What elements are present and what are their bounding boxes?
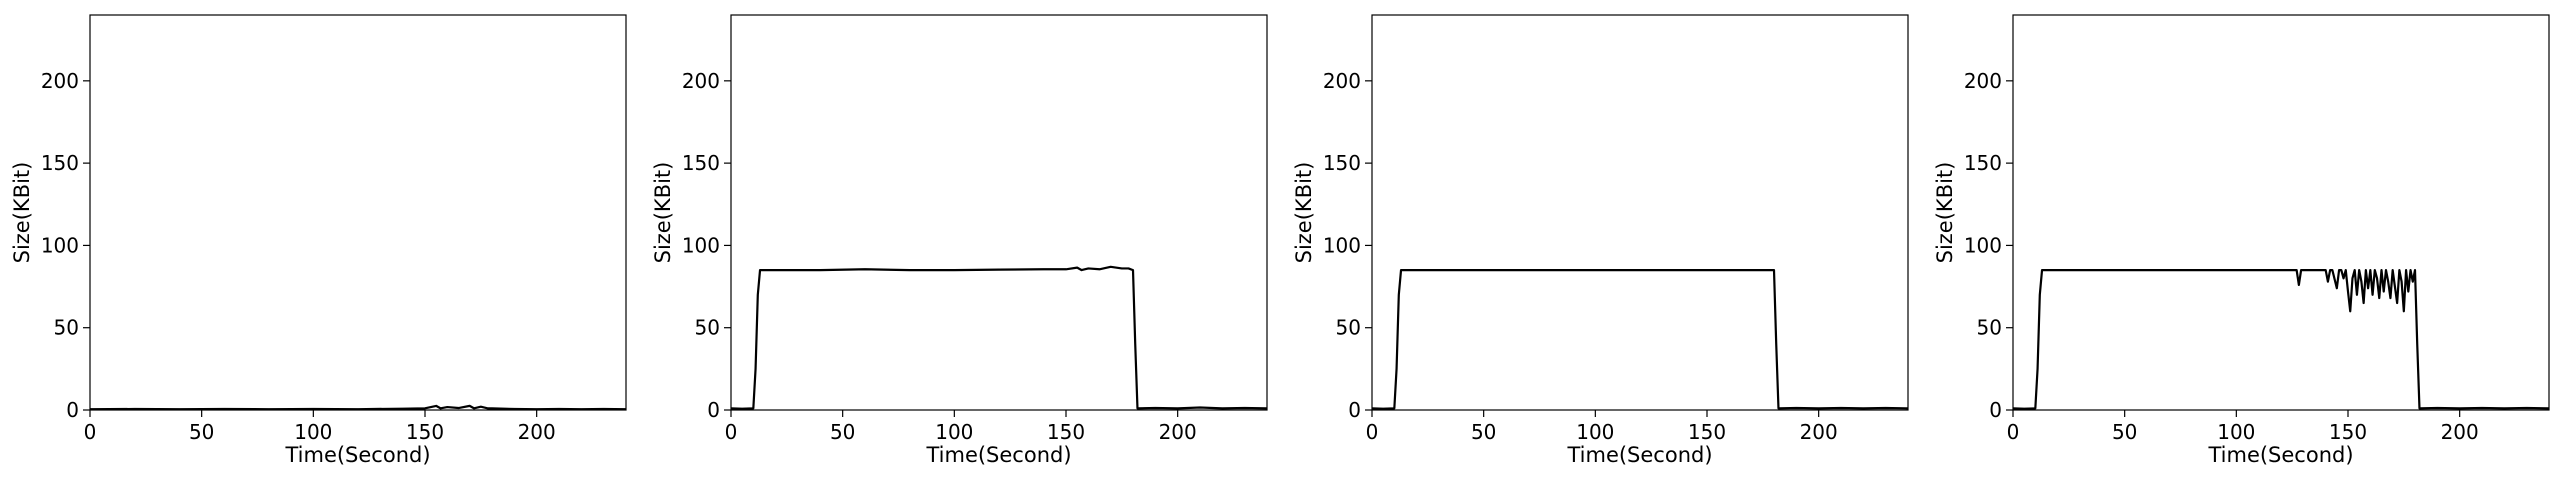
y-tick-label: 100: [682, 233, 720, 257]
x-tick-label: 50: [830, 420, 855, 444]
chart-panel-1: 0 50 100 150 200 0 50 100 150 200 Time(Second) Size…: [10, 14, 627, 467]
x-tick-label: 50: [2112, 420, 2137, 444]
y-tick-label: 0: [1989, 398, 2002, 422]
y-tick-label: 200: [1964, 69, 2002, 93]
x-tick-label: 0: [84, 420, 97, 444]
plot-frame: [730, 14, 1268, 411]
y-tick-label: 100: [41, 233, 79, 257]
y-tick-label: 50: [1977, 316, 2002, 340]
y-axis-label: Size(KBit): [10, 162, 34, 264]
y-axis-label: Size(KBit): [1292, 162, 1316, 264]
x-tick-label: 200: [1159, 420, 1197, 444]
y-axis-label: Size(KBit): [651, 162, 675, 264]
x-tick-label: 150: [1047, 420, 1085, 444]
chart-panel-2: 0 50 100 150 200 0 50 100 150 200 Time(Second) Size…: [651, 14, 1268, 467]
x-tick-label: 200: [1800, 420, 1838, 444]
x-tick-label: 100: [1576, 420, 1614, 444]
x-tick-label: 100: [294, 420, 332, 444]
x-tick-label: 0: [1366, 420, 1379, 444]
y-tick-label: 100: [1323, 233, 1361, 257]
y-tick-label: 50: [695, 316, 720, 340]
y-tick-label: 150: [1323, 151, 1361, 175]
x-tick-label: 50: [1471, 420, 1496, 444]
plot-frame: [2012, 14, 2550, 411]
x-axis-label: Time(Second): [284, 443, 430, 467]
y-tick-label: 200: [1323, 69, 1361, 93]
y-tick-label: 50: [1336, 316, 1361, 340]
plot-frame: [1371, 14, 1909, 411]
y-tick-label: 100: [1964, 233, 2002, 257]
x-axis-label: Time(Second): [1566, 443, 1712, 467]
y-tick-label: 150: [682, 151, 720, 175]
x-axis-label: Time(Second): [2207, 443, 2353, 467]
y-tick-label: 0: [66, 398, 79, 422]
y-tick-label: 0: [1348, 398, 1361, 422]
x-tick-label: 100: [2217, 420, 2255, 444]
x-tick-label: 100: [935, 420, 973, 444]
series-line-1: [730, 265, 1268, 410]
plot-frame: [89, 14, 627, 411]
x-tick-label: 200: [2441, 420, 2479, 444]
y-tick-label: 150: [1964, 151, 2002, 175]
y-axis-label: Size(KBit): [1933, 162, 1957, 264]
series-line-1: [2012, 269, 2550, 410]
chart-panel-4: 0 50 100 150 200 0 50 100 150 200 Time(Second) Size…: [1933, 14, 2550, 467]
x-tick-label: 150: [1688, 420, 1726, 444]
y-tick-label: 200: [41, 69, 79, 93]
y-tick-label: 200: [682, 69, 720, 93]
y-tick-label: 150: [41, 151, 79, 175]
x-tick-label: 150: [406, 420, 444, 444]
chart-panel-3: 0 50 100 150 200 0 50 100 150 200 Time(Second) Size…: [1292, 14, 1909, 467]
y-tick-label: 0: [707, 398, 720, 422]
y-tick-label: 50: [54, 316, 79, 340]
x-tick-label: 150: [2329, 420, 2367, 444]
x-axis-label: Time(Second): [925, 443, 1071, 467]
series-line-1: [89, 404, 627, 411]
x-tick-label: 200: [518, 420, 556, 444]
x-tick-label: 0: [2007, 420, 2020, 444]
x-tick-label: 0: [725, 420, 738, 444]
x-tick-label: 50: [189, 420, 214, 444]
series-line-1: [1371, 269, 1909, 410]
